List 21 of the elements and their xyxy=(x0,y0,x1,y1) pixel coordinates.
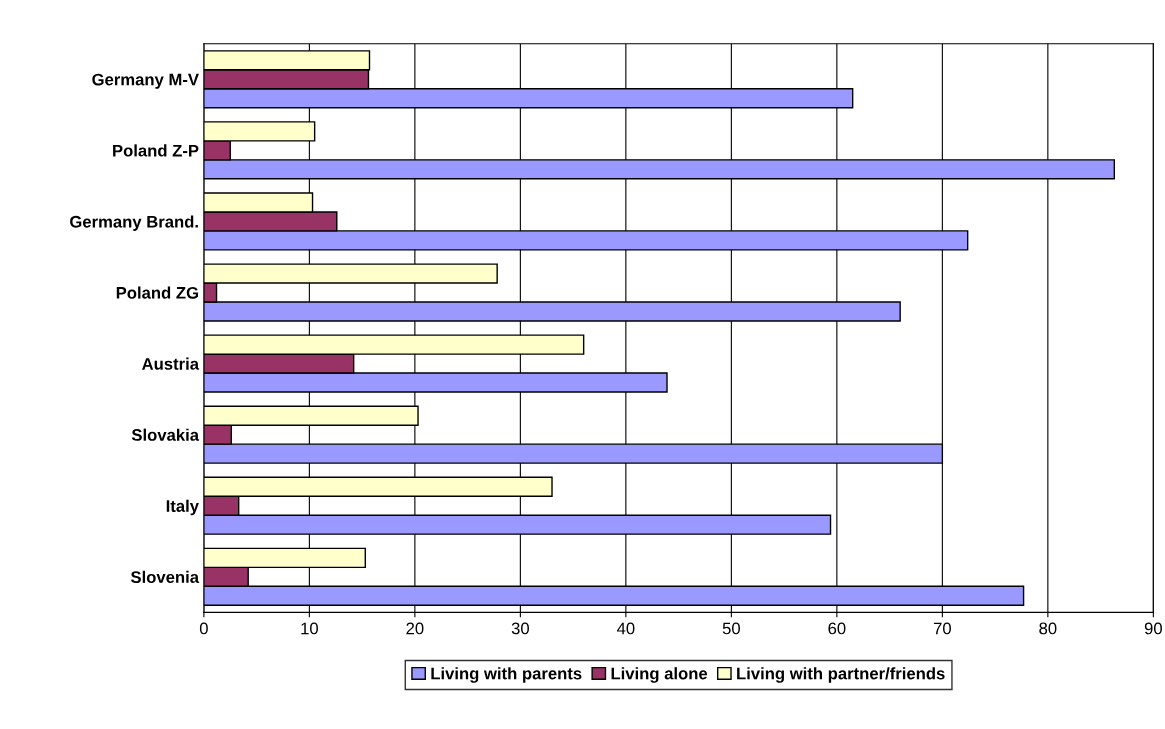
x-tick-label: 10 xyxy=(301,622,318,635)
y-tick-label: Germany Brand. xyxy=(70,215,198,231)
y-tick-label: Slovakia xyxy=(131,428,200,441)
y-tick-label: Poland Z-P xyxy=(113,144,199,157)
x-tick-label: 0 xyxy=(199,622,208,635)
legend-label: Living with partner/friends xyxy=(737,667,945,683)
x-tick-label: 20 xyxy=(406,622,424,635)
x-tick-label: 70 xyxy=(933,622,951,635)
y-tick-label: Germany M-V xyxy=(92,73,199,89)
legend-label: Living with parents xyxy=(431,667,582,683)
x-tick-label: 80 xyxy=(1039,622,1057,635)
y-tick-label: Italy xyxy=(166,499,199,516)
x-tick-label: 60 xyxy=(828,622,846,635)
x-tick-label: 40 xyxy=(616,622,635,635)
x-tick-label: 90 xyxy=(1144,622,1162,635)
y-tick-label: Slovenia xyxy=(130,570,200,584)
x-tick-label: 50 xyxy=(722,622,740,635)
x-tick-label: 30 xyxy=(511,622,529,635)
y-tick-label: Austria xyxy=(142,357,200,370)
legend-label: Living alone xyxy=(611,667,708,683)
y-tick-label: Poland ZG xyxy=(116,286,198,299)
